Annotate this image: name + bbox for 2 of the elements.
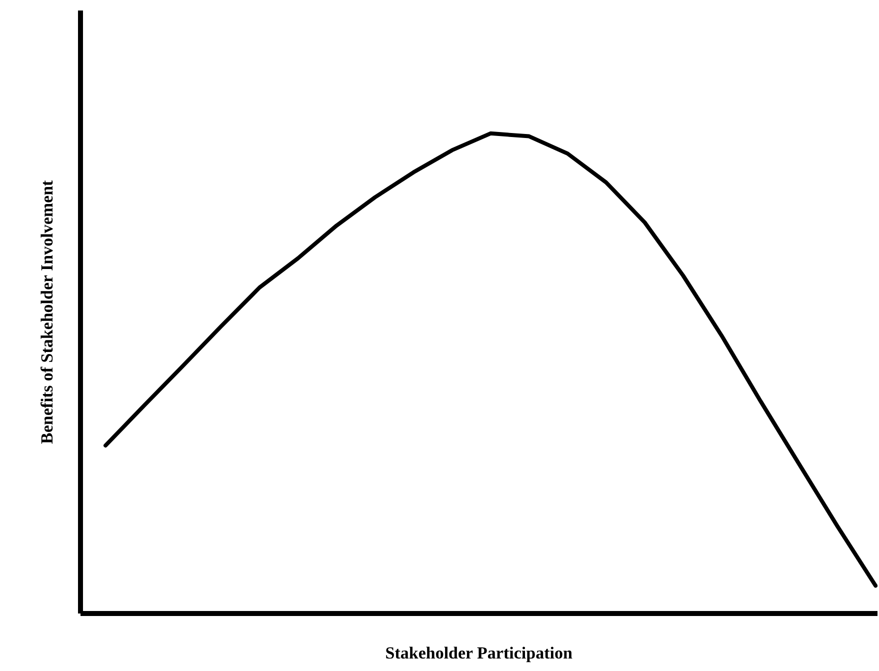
y-axis-title: Benefits of Stakeholder Involvement <box>38 180 56 444</box>
x-axis-title: Stakeholder Participation <box>385 644 573 662</box>
